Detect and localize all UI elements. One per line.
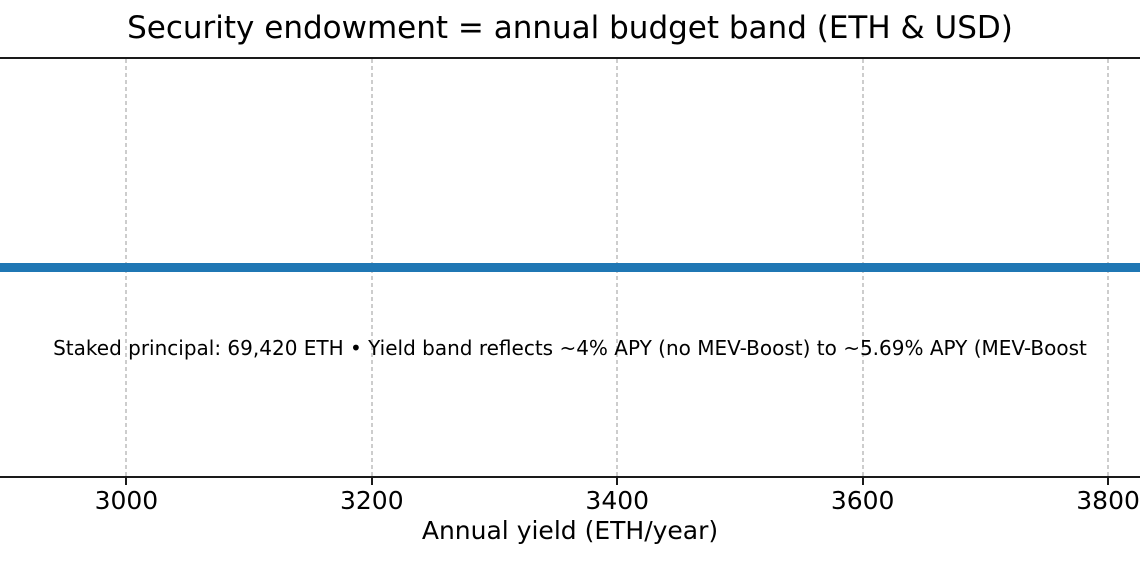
x-tick-mark — [616, 478, 619, 485]
x-tick-label: 3200 — [340, 486, 404, 515]
x-tick-mark — [370, 478, 373, 485]
x-axis-label: Annual yield (ETH/year) — [421, 516, 719, 545]
x-tick-label: 3400 — [585, 486, 650, 515]
x-tick-label: 3000 — [94, 486, 159, 515]
chart-title: Security endowment = annual budget band … — [127, 10, 1013, 46]
x-tick-mark — [861, 478, 864, 485]
axes-top-spine — [0, 57, 1140, 59]
annotation-text: Staked principal: 69,420 ETH • Yield ban… — [53, 336, 1087, 360]
x-tick-mark — [125, 478, 128, 485]
x-tick-mark — [1107, 478, 1110, 485]
axes-bottom-spine — [0, 476, 1140, 478]
budget-band-line — [0, 263, 1140, 272]
x-tick-label: 3600 — [830, 486, 895, 515]
x-tick-label: 3800 — [1076, 486, 1140, 515]
